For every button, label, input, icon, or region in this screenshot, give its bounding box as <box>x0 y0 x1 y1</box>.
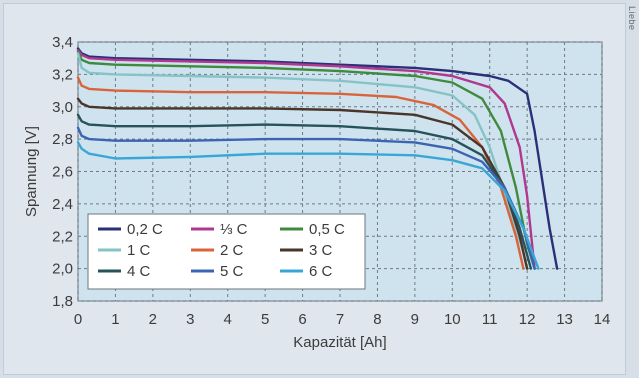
x-tick-labels: 0 1 2 3 4 5 6 7 8 9 10 11 12 13 14 <box>74 311 611 328</box>
x-tick-label: 9 <box>411 311 419 328</box>
y-tick-label: 1,8 <box>52 293 73 310</box>
side-caption: Liebe <box>627 6 637 31</box>
series-lines <box>76 47 559 270</box>
x-tick-label: 12 <box>519 311 536 328</box>
y-tick-labels: 1,8 2,0 2,2 2,4 2,6 2,8 3,0 3,2 3,4 <box>52 34 73 310</box>
x-tick-label: 0 <box>74 311 82 328</box>
y-tick-label: 3,2 <box>52 66 73 83</box>
x-tick-label: 8 <box>373 311 381 328</box>
legend-label: 3 C <box>309 242 333 259</box>
series-line-8 <box>76 126 536 270</box>
x-tick-label: 2 <box>149 311 157 328</box>
x-tick-label: 7 <box>336 311 344 328</box>
series-line-3 <box>76 50 536 270</box>
legend-label: 4 C <box>127 263 151 280</box>
y-tick-label: 2,0 <box>52 261 73 278</box>
series-line-9 <box>76 141 540 270</box>
legend-label: 6 C <box>309 263 333 280</box>
y-tick-label: 2,4 <box>52 196 73 213</box>
legend-label: 0,2 C <box>127 221 163 238</box>
legend-label: 5 C <box>220 263 244 280</box>
legend-label: 1 C <box>127 242 151 259</box>
legend-box <box>87 213 366 290</box>
x-axis-title: Kapazität [Ah] <box>293 334 386 351</box>
y-axis-title: Spannung [V] <box>23 126 40 217</box>
x-tick-label: 3 <box>186 311 194 328</box>
legend-label: 0,5 C <box>309 221 345 238</box>
x-tick-label: 10 <box>444 311 461 328</box>
y-tick-label: 2,6 <box>52 164 73 181</box>
x-tick-label: 5 <box>261 311 269 328</box>
series-line-2 <box>76 48 536 270</box>
x-tick-label: 1 <box>111 311 119 328</box>
y-tick-label: 3,4 <box>52 34 73 51</box>
x-tick-label: 6 <box>298 311 306 328</box>
y-tick-label: 2,2 <box>52 228 73 245</box>
x-tick-label: 14 <box>594 311 611 328</box>
x-tick-label: 11 <box>482 311 498 328</box>
legend-label: 2 C <box>220 242 244 259</box>
y-tick-label: 3,0 <box>52 99 73 116</box>
legend: 0,2 C ⅓ C 0,5 C 1 C 2 C 3 C 4 C 5 C 6 C <box>87 213 366 290</box>
legend-label: ⅓ C <box>220 221 248 238</box>
x-tick-label: 13 <box>556 311 573 328</box>
x-tick-label: 4 <box>224 311 232 328</box>
series-line-1 <box>76 47 559 270</box>
y-tick-label: 2,8 <box>52 131 73 148</box>
